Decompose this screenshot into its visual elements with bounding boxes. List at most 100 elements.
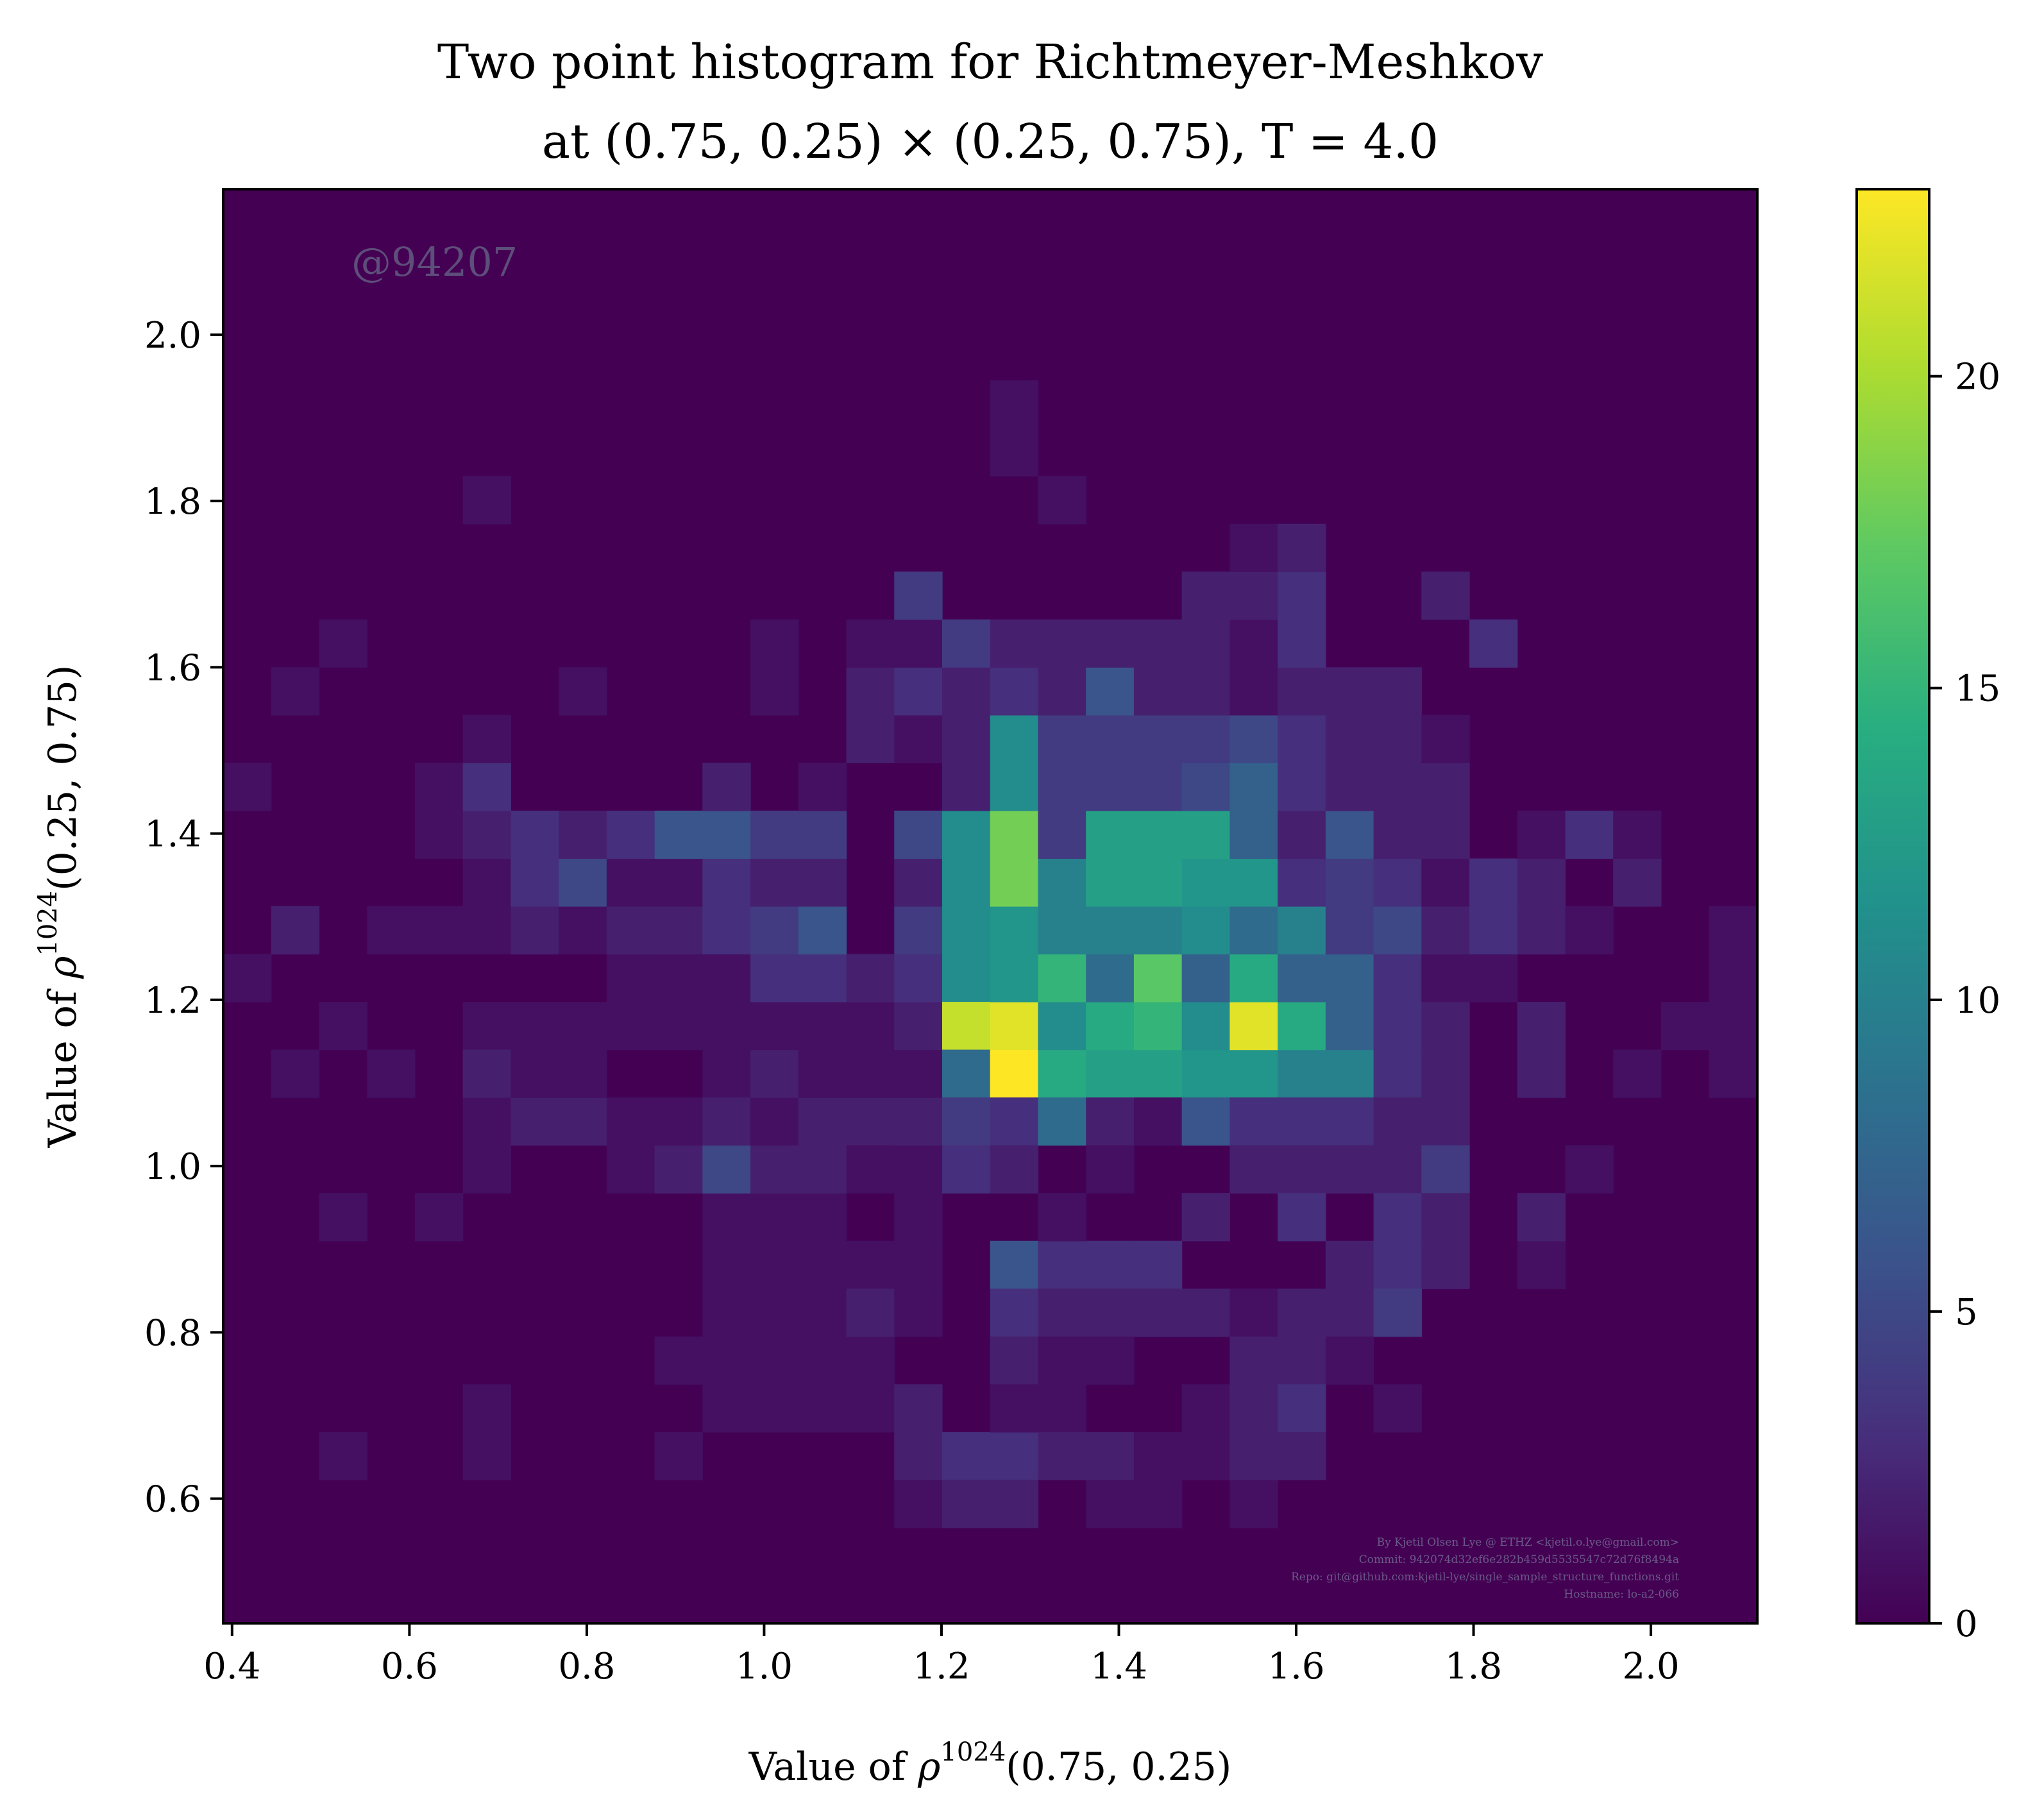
histogram-cell <box>1709 1049 1757 1098</box>
histogram-cell <box>462 858 511 907</box>
histogram-cell <box>750 619 799 668</box>
histogram-cell <box>798 763 847 811</box>
x-tick-label: 1.4 <box>1090 1646 1147 1687</box>
histogram-cell <box>1038 906 1086 955</box>
histogram-cell <box>1181 1002 1230 1051</box>
histogram-cell <box>559 810 607 859</box>
histogram-cell <box>1133 667 1183 716</box>
histogram-cell <box>1229 523 1278 572</box>
histogram-cell <box>654 810 703 859</box>
histogram-cell <box>1278 858 1326 907</box>
histogram-cell <box>990 906 1039 955</box>
histogram-cell <box>1086 1240 1135 1289</box>
histogram-cell <box>894 619 943 668</box>
histogram-cell <box>511 1097 559 1146</box>
histogram-cell <box>1278 714 1326 763</box>
histogram-cell <box>559 667 607 716</box>
histogram-cell <box>1229 954 1278 1002</box>
histogram-cell <box>1517 906 1566 955</box>
histogram-cell <box>1278 1049 1326 1098</box>
histogram-cell <box>1086 1289 1135 1337</box>
histogram-cell <box>750 1240 799 1289</box>
histogram-cell <box>1086 1480 1135 1528</box>
histogram-cell <box>1133 954 1183 1002</box>
histogram-cell <box>1373 810 1422 859</box>
histogram-cell <box>1181 858 1230 907</box>
histogram-cell <box>1133 906 1183 955</box>
histogram-cell <box>1278 810 1326 859</box>
plot-area: @94207 By Kjetil Olsen Lye @ ETHZ <kjeti… <box>222 188 1759 1625</box>
histogram-cell <box>271 667 320 716</box>
histogram-cell <box>1229 858 1278 907</box>
histogram-cell <box>511 810 559 859</box>
histogram-cell <box>414 763 464 811</box>
histogram-cell <box>1133 810 1183 859</box>
histogram-cell <box>1278 1193 1326 1242</box>
histogram-cell <box>750 1145 799 1194</box>
histogram-cell <box>559 1097 607 1146</box>
histogram-cell <box>1325 1240 1374 1289</box>
histogram-cell <box>846 1097 895 1146</box>
histogram-cell <box>894 1002 943 1051</box>
chart-title-line2: at (0.75, 0.25) × (0.25, 0.75), T = 4.0 <box>542 114 1439 169</box>
histogram-cell <box>271 1049 320 1098</box>
histogram-cell <box>1325 1097 1374 1146</box>
histogram-cell <box>1373 858 1422 907</box>
colorbar-ticks: 0 5 10 15 20 <box>1929 357 2000 1645</box>
x-axis-label: Value of ρ1024(0.75, 0.25) <box>748 1737 1232 1789</box>
histogram-cell <box>702 810 751 859</box>
y-axis-label-prefix: Value of <box>40 979 85 1148</box>
histogram-cell <box>1421 571 1470 620</box>
histogram-cell <box>1229 763 1278 811</box>
histogram-cell <box>798 1049 847 1098</box>
histogram-cell <box>894 667 943 716</box>
histogram-cell <box>1086 1049 1135 1098</box>
histogram-cell <box>1038 1240 1086 1289</box>
histogram-cell <box>894 1049 943 1098</box>
histogram-cell <box>1038 1002 1086 1051</box>
colorbar-tick-label: 0 <box>1955 1603 1978 1645</box>
histogram-cell <box>1181 1432 1230 1480</box>
histogram-cell <box>462 1145 511 1194</box>
histogram-cell <box>462 763 511 811</box>
x-tick-label: 1.2 <box>913 1646 970 1687</box>
histogram-cell <box>1325 1049 1374 1098</box>
histogram-cell <box>1613 1049 1662 1098</box>
histogram-cell <box>1229 714 1278 763</box>
histogram-cell <box>1325 1289 1374 1337</box>
histogram-cell <box>894 1240 943 1289</box>
histogram-cell <box>1133 763 1183 811</box>
histogram-cell <box>702 1049 751 1098</box>
histogram-cell <box>798 810 847 859</box>
histogram-cell <box>654 1336 703 1385</box>
histogram-cell <box>942 1049 991 1098</box>
histogram-cell <box>702 763 751 811</box>
x-tick-label: 0.4 <box>203 1646 260 1687</box>
histogram-cell <box>1325 858 1374 907</box>
histogram-cell <box>1373 763 1422 811</box>
histogram-cell <box>1038 476 1086 525</box>
x-tick-label: 2.0 <box>1623 1646 1680 1687</box>
histogram-cell <box>223 763 272 811</box>
histogram-cell <box>1373 1193 1422 1242</box>
histogram-cell <box>1229 1097 1278 1146</box>
histogram-cell <box>1038 1193 1086 1242</box>
credit-line-repo: Repo: git@github.com:kjetil-lye/single_s… <box>1291 1571 1679 1584</box>
histogram-cell <box>559 858 607 907</box>
histogram-cell <box>1181 1193 1230 1242</box>
histogram-cell <box>894 1145 943 1194</box>
histogram-cell <box>1181 571 1230 620</box>
histogram-cell <box>702 1240 751 1289</box>
histogram-cell <box>1229 1336 1278 1385</box>
histogram-cell <box>798 858 847 907</box>
histogram-cell <box>1373 1049 1422 1098</box>
histogram-cell <box>559 1049 607 1098</box>
histogram-cell <box>606 1002 655 1051</box>
histogram-cell <box>990 1432 1039 1480</box>
histogram-cell <box>1086 1432 1135 1480</box>
histogram-cell <box>942 810 991 859</box>
histogram-cell <box>1181 954 1230 1002</box>
x-tick-label: 1.6 <box>1267 1646 1324 1687</box>
histogram-cell <box>750 1336 799 1385</box>
credits-block: By Kjetil Olsen Lye @ ETHZ <kjetil.o.lye… <box>1291 1536 1679 1601</box>
